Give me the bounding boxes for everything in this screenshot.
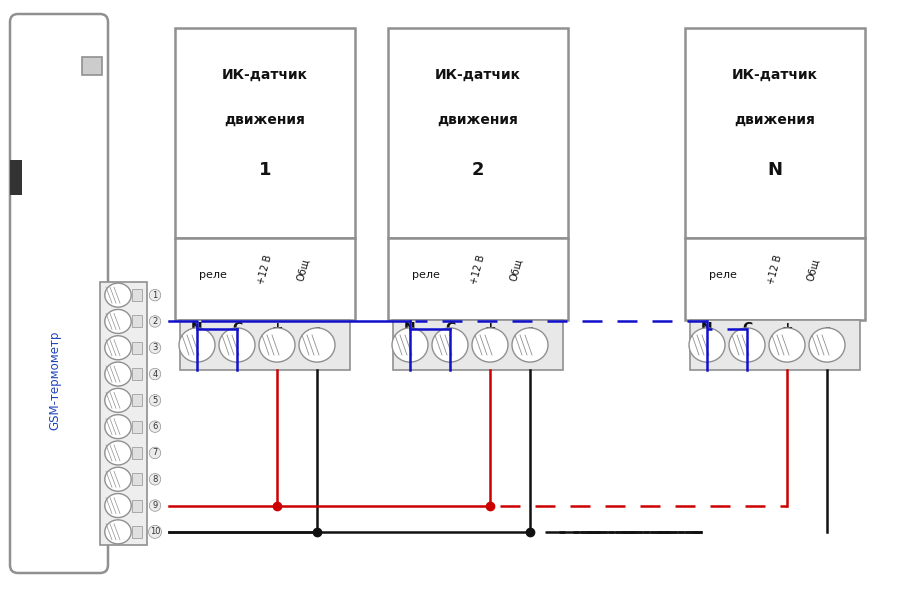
Text: N: N	[404, 321, 416, 335]
Ellipse shape	[105, 283, 132, 307]
Ellipse shape	[105, 336, 132, 360]
Text: движения: движения	[735, 113, 815, 127]
Bar	[685, 238, 865, 320]
Bar	[132, 447, 142, 459]
Bar	[180, 320, 350, 370]
Bar	[393, 320, 563, 370]
Ellipse shape	[299, 328, 335, 362]
Text: Общ: Общ	[508, 258, 524, 282]
Text: +12 В: +12 В	[469, 254, 487, 286]
Ellipse shape	[432, 328, 468, 362]
Ellipse shape	[105, 362, 132, 386]
Text: 6: 6	[153, 422, 158, 431]
Text: 7: 7	[153, 449, 158, 457]
Bar	[132, 526, 142, 538]
Text: 1: 1	[259, 161, 271, 179]
Ellipse shape	[105, 493, 132, 518]
Ellipse shape	[689, 328, 725, 362]
Text: 2: 2	[472, 161, 484, 179]
Text: реле: реле	[412, 270, 440, 280]
Ellipse shape	[472, 328, 508, 362]
Text: 3: 3	[153, 343, 158, 352]
Ellipse shape	[105, 310, 132, 333]
Bar	[100, 282, 147, 545]
Ellipse shape	[729, 328, 765, 362]
Text: Общ: Общ	[805, 258, 821, 282]
Text: 4: 4	[153, 369, 157, 379]
Bar	[82, 57, 102, 75]
Text: GSM-термометр: GSM-термометр	[48, 330, 61, 430]
Bar	[175, 238, 355, 320]
Text: N: N	[701, 321, 713, 335]
Text: +12 В: +12 В	[766, 254, 783, 286]
Text: +: +	[781, 321, 792, 335]
Ellipse shape	[105, 520, 132, 544]
Text: 10: 10	[150, 527, 160, 537]
Text: -: -	[824, 321, 830, 335]
Text: 9: 9	[153, 501, 157, 510]
Text: реле: реле	[199, 270, 227, 280]
Bar	[132, 289, 142, 301]
Ellipse shape	[105, 467, 132, 491]
FancyBboxPatch shape	[10, 14, 108, 573]
Ellipse shape	[809, 328, 845, 362]
Bar	[132, 342, 142, 354]
Text: -: -	[314, 321, 320, 335]
Text: 5: 5	[153, 396, 157, 405]
Text: N: N	[191, 321, 203, 335]
Ellipse shape	[179, 328, 215, 362]
Ellipse shape	[105, 415, 132, 439]
Ellipse shape	[259, 328, 295, 362]
Text: 8: 8	[153, 475, 158, 484]
Text: +: +	[271, 321, 282, 335]
Bar	[175, 28, 355, 238]
Text: ИК-датчик: ИК-датчик	[222, 68, 308, 82]
Ellipse shape	[105, 441, 132, 465]
Ellipse shape	[105, 388, 132, 413]
Ellipse shape	[512, 328, 548, 362]
Text: ИК-датчик: ИК-датчик	[732, 68, 818, 82]
Text: +12 В: +12 В	[256, 254, 274, 286]
Ellipse shape	[219, 328, 255, 362]
Bar	[132, 499, 142, 512]
Text: ИК-датчик: ИК-датчик	[435, 68, 521, 82]
Text: -: -	[527, 321, 533, 335]
Text: Общ: Общ	[295, 258, 311, 282]
Bar	[388, 28, 568, 238]
Bar	[388, 238, 568, 320]
Text: движения: движения	[438, 113, 518, 127]
Text: C: C	[742, 321, 752, 335]
Text: движения: движения	[225, 113, 305, 127]
Text: +: +	[484, 321, 495, 335]
Bar	[132, 421, 142, 433]
Bar	[132, 368, 142, 380]
Bar	[10, 160, 22, 195]
Text: C: C	[445, 321, 455, 335]
Text: 2: 2	[153, 317, 157, 326]
Bar	[685, 28, 865, 238]
Bar	[132, 473, 142, 485]
Bar	[132, 394, 142, 407]
Ellipse shape	[392, 328, 428, 362]
Bar	[690, 320, 860, 370]
Bar	[132, 316, 142, 327]
Text: 1: 1	[153, 291, 157, 300]
Ellipse shape	[769, 328, 805, 362]
Text: N: N	[768, 161, 782, 179]
Text: C: C	[232, 321, 242, 335]
Text: реле: реле	[709, 270, 737, 280]
